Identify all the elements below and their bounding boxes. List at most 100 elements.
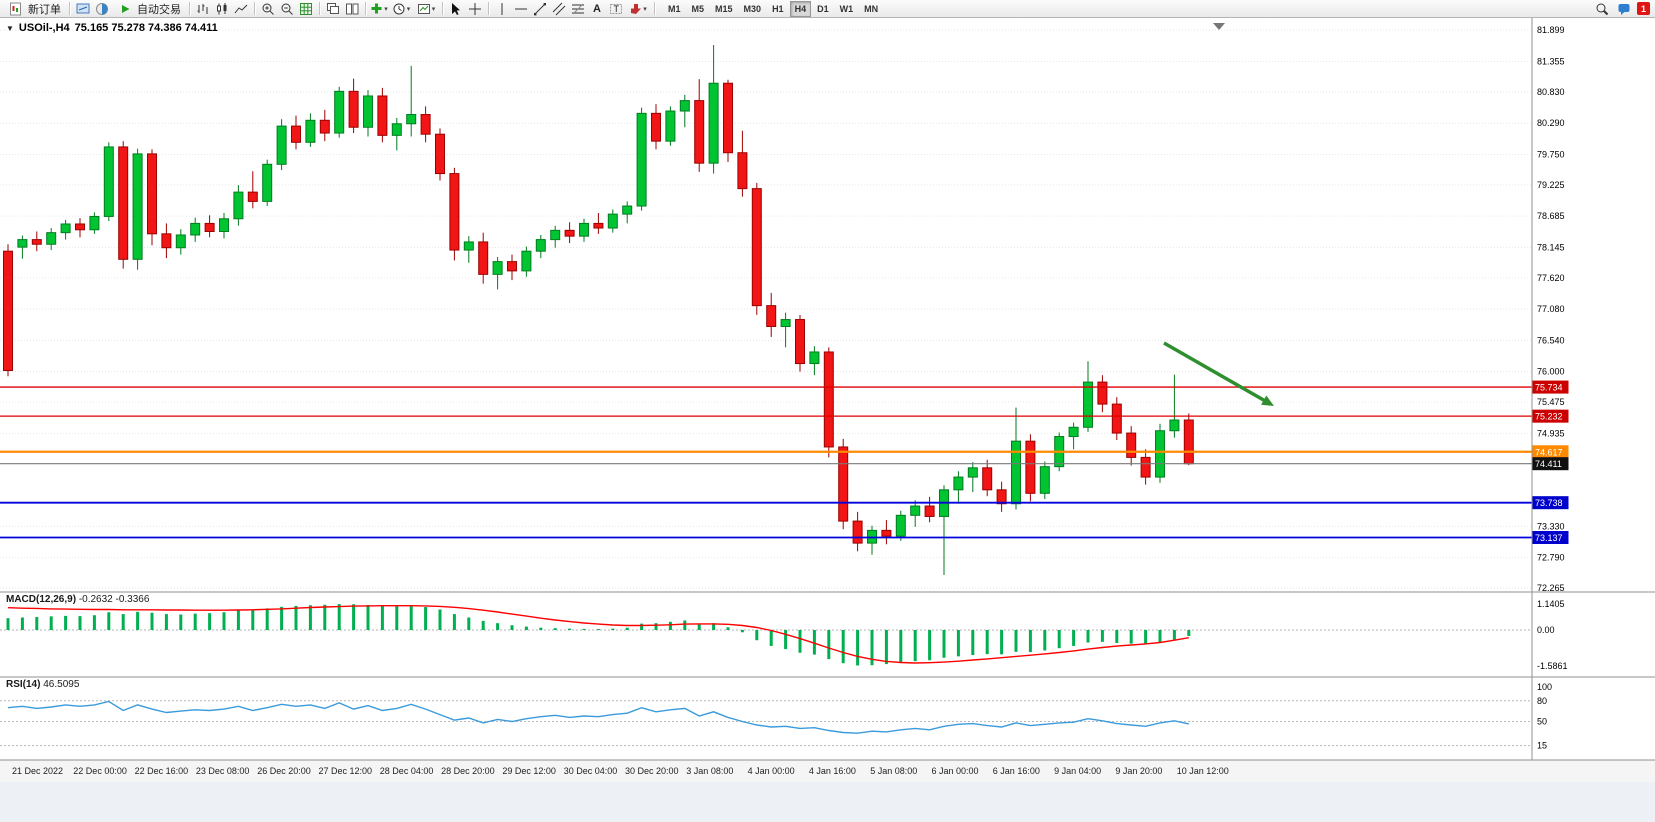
candlestick-chart-button[interactable] xyxy=(213,1,231,17)
svg-text:72.265: 72.265 xyxy=(1537,583,1565,593)
candle-body xyxy=(708,82,719,164)
svg-text:74.617: 74.617 xyxy=(1535,447,1563,457)
candle-body xyxy=(1011,440,1021,505)
candle-body xyxy=(910,505,921,516)
rsi-value: 46.5095 xyxy=(43,679,80,690)
timeframe-d1-button[interactable]: D1 xyxy=(817,3,829,14)
chart-expand-icon[interactable]: ▼ xyxy=(6,23,14,33)
candle-body xyxy=(247,191,258,202)
tile-windows-button[interactable] xyxy=(343,1,361,17)
separator xyxy=(319,2,320,15)
candle-body xyxy=(60,223,71,234)
bar-chart-button[interactable] xyxy=(194,1,212,17)
community-button[interactable] xyxy=(93,1,111,17)
timeframe-bar: M1 M5 M15 M30 H1 H4 D1 W1 MN xyxy=(663,0,883,17)
candle-body xyxy=(766,305,777,327)
svg-text:76.540: 76.540 xyxy=(1537,335,1565,345)
cascade-windows-button[interactable] xyxy=(324,1,342,17)
channel-button[interactable] xyxy=(550,1,568,17)
candle-body xyxy=(809,351,820,365)
vertical-line-button[interactable] xyxy=(493,1,511,17)
text-label-button[interactable]: T xyxy=(607,1,625,17)
candle-body xyxy=(3,250,13,372)
timeframe-m15-button[interactable]: M15 xyxy=(715,3,733,14)
candle-body xyxy=(75,223,85,231)
trendline-button[interactable] xyxy=(531,1,549,17)
svg-text:74.935: 74.935 xyxy=(1537,428,1565,438)
timeframe-w1-button[interactable]: W1 xyxy=(839,3,854,14)
candle-body xyxy=(204,222,215,233)
arrows-button[interactable]: ▾ xyxy=(626,1,650,17)
text-button[interactable]: A xyxy=(593,2,601,15)
candle-body xyxy=(118,146,129,260)
fibonacci-button[interactable] xyxy=(569,1,587,17)
candle-body xyxy=(262,163,273,202)
timeframe-m5-button[interactable]: M5 xyxy=(691,3,705,14)
chevron-down-icon: ▾ xyxy=(431,5,436,13)
chat-icon[interactable] xyxy=(1615,1,1633,17)
svg-text:78.685: 78.685 xyxy=(1537,211,1565,221)
grid-lines xyxy=(0,29,1532,589)
separator xyxy=(442,2,443,15)
market-watch-button[interactable] xyxy=(74,1,92,17)
separator xyxy=(189,2,190,15)
zoom-out-button[interactable] xyxy=(278,1,296,17)
candle-body xyxy=(391,123,402,136)
candle-body xyxy=(31,239,42,245)
svg-text:4 Jan 00:00: 4 Jan 00:00 xyxy=(748,766,795,776)
svg-text:73.330: 73.330 xyxy=(1537,521,1565,531)
candle-body xyxy=(881,529,892,537)
timeframe-m1-button[interactable]: M1 xyxy=(668,3,681,14)
candle-body xyxy=(276,125,287,165)
line-chart-button[interactable] xyxy=(232,1,250,17)
candle-body xyxy=(967,467,978,478)
candle-body xyxy=(219,218,229,233)
templates-button[interactable]: ▾ xyxy=(414,1,438,17)
svg-text:79.225: 79.225 xyxy=(1537,180,1565,190)
periods-button[interactable]: ▾ xyxy=(389,1,413,17)
timeframe-m30-button[interactable]: M30 xyxy=(743,3,762,14)
candle-body xyxy=(607,213,618,229)
notification-badge[interactable]: 1 xyxy=(1637,2,1650,15)
candle-body xyxy=(1039,466,1050,494)
horizontal-line-button[interactable] xyxy=(512,1,530,17)
svg-text:75.475: 75.475 xyxy=(1537,397,1565,407)
candle-body xyxy=(478,241,489,275)
timeframe-h1-button[interactable]: H1 xyxy=(772,3,784,14)
svg-text:28 Dec 04:00: 28 Dec 04:00 xyxy=(380,766,434,776)
candle-body xyxy=(1126,432,1137,458)
svg-text:28 Dec 20:00: 28 Dec 20:00 xyxy=(441,766,495,776)
zoom-in-button[interactable] xyxy=(259,1,277,17)
price-badges: 75.734 75.232 74.617 74.411 73.738 73.137 xyxy=(1532,380,1569,544)
candle-body xyxy=(291,125,301,143)
rsi-line xyxy=(7,700,1189,734)
svg-text:4 Jan 16:00: 4 Jan 16:00 xyxy=(809,766,856,776)
svg-text:23 Dec 08:00: 23 Dec 08:00 xyxy=(196,766,250,776)
svg-text:30 Dec 04:00: 30 Dec 04:00 xyxy=(564,766,618,776)
svg-text:80.290: 80.290 xyxy=(1537,118,1565,128)
cursor-button[interactable] xyxy=(447,1,465,17)
indicators-button[interactable]: ▾ xyxy=(370,1,388,17)
candle-body xyxy=(132,153,143,260)
timeframe-h4-button[interactable]: H4 xyxy=(789,0,812,17)
grid-toggle-button[interactable] xyxy=(297,1,315,17)
svg-text:9 Jan 20:00: 9 Jan 20:00 xyxy=(1115,766,1162,776)
trend-arrow-head xyxy=(1261,395,1274,406)
candle-body xyxy=(1183,419,1194,465)
auto-trading-label: 自动交易 xyxy=(137,3,181,16)
search-icon[interactable] xyxy=(1593,1,1611,17)
svg-text:22 Dec 16:00: 22 Dec 16:00 xyxy=(135,766,189,776)
macd-signal-line xyxy=(7,605,1189,664)
auto-trading-button[interactable]: 自动交易 xyxy=(112,1,185,17)
candle-body xyxy=(334,90,345,134)
new-order-button[interactable]: 新订单 xyxy=(3,1,65,17)
chart-shift-marker[interactable] xyxy=(1213,23,1225,30)
candle-body xyxy=(161,233,172,249)
separator xyxy=(654,2,655,15)
main-toolbar: 新订单 自动交易 ▾ ▾ ▾ xyxy=(0,0,1655,18)
svg-text:73.137: 73.137 xyxy=(1535,533,1563,543)
timeframe-mn-button[interactable]: MN xyxy=(864,3,879,14)
candle-body xyxy=(507,261,517,272)
crosshair-button[interactable] xyxy=(466,1,484,17)
